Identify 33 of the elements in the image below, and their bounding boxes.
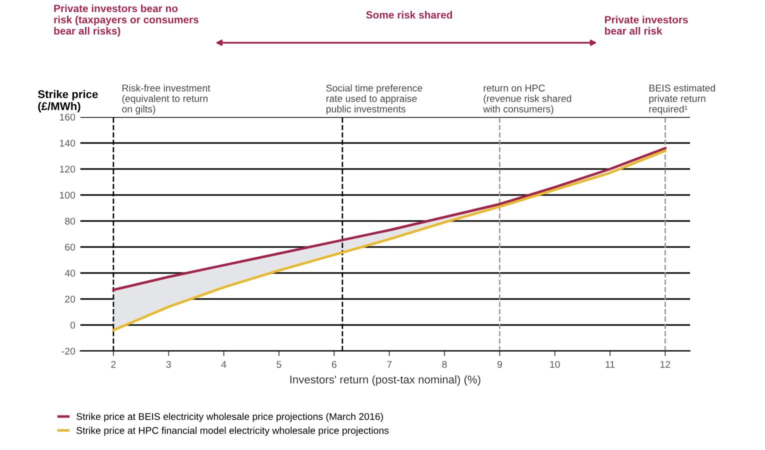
x-tick-label: 12 [660, 360, 670, 368]
x-axis-title: Investors' return (post-tax nominal) (%) [290, 375, 480, 386]
x-tick-label: 4 [221, 361, 226, 368]
text: Private investors bear no risk (taxpayers or consumers bear all risks) [54, 4, 198, 37]
ref-line-label: Risk-free investment (equivalent to return on gilts) [122, 84, 210, 114]
legend-label: Strike price at HPC financial model electricity wholesale price projections [76, 426, 389, 436]
y-tick-label: 40 [64, 270, 76, 277]
y-tick-label: 80 [65, 218, 76, 225]
x-tick-label: 5 [276, 361, 282, 368]
line-series [112, 146, 666, 292]
x-tick-label: 9 [497, 360, 502, 368]
y-tick-label: 20 [65, 296, 76, 303]
y-axis-title: Strike price (£/MWh) [38, 90, 98, 112]
x-tick-label: 6 [332, 360, 336, 368]
x-tick-label: 8 [442, 360, 447, 368]
legend-label: Strike price at BEIS electricity wholesale price projections (March 2016) [76, 412, 383, 422]
y-tick-label: 140 [60, 140, 76, 147]
x-tick-label: 2 [111, 360, 116, 368]
text: Private investors bear all risk [605, 16, 688, 35]
y-tick-label: -20 [62, 348, 76, 355]
x-tick-label: 11 [606, 361, 615, 368]
ref-line-label: return on HPC (revenue risk shared with consumers) [483, 84, 572, 114]
x-tick-label: 7 [387, 361, 392, 368]
ref-line-label: BEIS estimated private return required¹ [649, 84, 716, 114]
y-tick-label: 160 [60, 114, 76, 121]
y-tick-label: 100 [60, 192, 76, 199]
ref-line-label: Social time preference rate used to appraise public investments [326, 84, 422, 114]
y-tick-label: 120 [60, 166, 76, 173]
y-tick-label: 0 [70, 322, 76, 329]
x-tick-label: 10 [550, 360, 560, 368]
y-tick-label: 60 [65, 244, 76, 251]
text: Some risk shared [366, 10, 452, 19]
x-tick-label: 3 [166, 360, 171, 368]
